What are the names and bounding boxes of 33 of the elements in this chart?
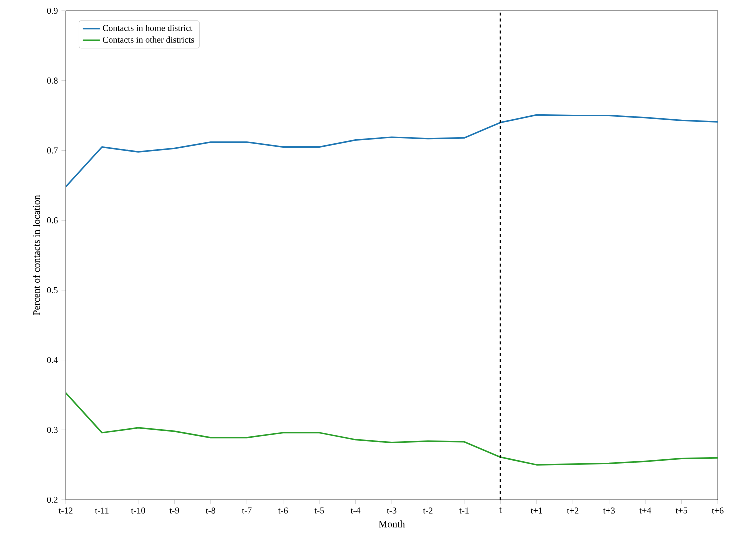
y-tick-label: 0.9 — [47, 8, 58, 14]
x-tick-label: t-1 — [460, 508, 469, 514]
x-tick-label: t-5 — [314, 508, 324, 514]
line-series — [66, 392, 718, 466]
x-tick-label: t+3 — [603, 508, 616, 514]
y-tick-label: 0.3 — [47, 427, 58, 434]
x-tick-label: t-4 — [350, 508, 361, 514]
x-tick-label: t-12 — [58, 508, 73, 514]
line-series — [66, 114, 718, 188]
x-tick-label: t — [500, 508, 502, 513]
legend-label: Contacts in home district — [103, 24, 193, 32]
x-tick-label: t-10 — [131, 508, 146, 514]
y-tick-label: 0.4 — [47, 357, 58, 364]
x-tick-label: t+4 — [640, 508, 652, 514]
x-tick-label: t+2 — [567, 508, 579, 514]
y-tick-label: 0.7 — [47, 148, 58, 154]
x-tick-label: t+1 — [530, 508, 542, 514]
y-tick-label: 0.8 — [47, 78, 58, 84]
y-axis-title: Percent of contacts in location — [33, 195, 40, 316]
x-tick-label: t-3 — [387, 508, 397, 514]
x-tick-label: t-6 — [278, 508, 288, 514]
x-tick-label: t-2 — [423, 508, 433, 514]
x-axis-title: Month — [379, 520, 406, 528]
x-tick-label: t-9 — [170, 508, 180, 514]
y-tick-label: 0.2 — [47, 496, 58, 504]
x-tick-label: t-8 — [206, 508, 216, 514]
x-tick-label: t+6 — [712, 508, 724, 514]
x-tick-label: t-7 — [242, 508, 252, 514]
y-tick-label: 0.5 — [47, 287, 58, 294]
legend-label: Contacts in other districts — [103, 36, 194, 43]
x-tick-label: t-11 — [95, 508, 109, 514]
x-tick-label: t+5 — [676, 508, 688, 514]
y-tick-label: 0.6 — [47, 218, 58, 224]
